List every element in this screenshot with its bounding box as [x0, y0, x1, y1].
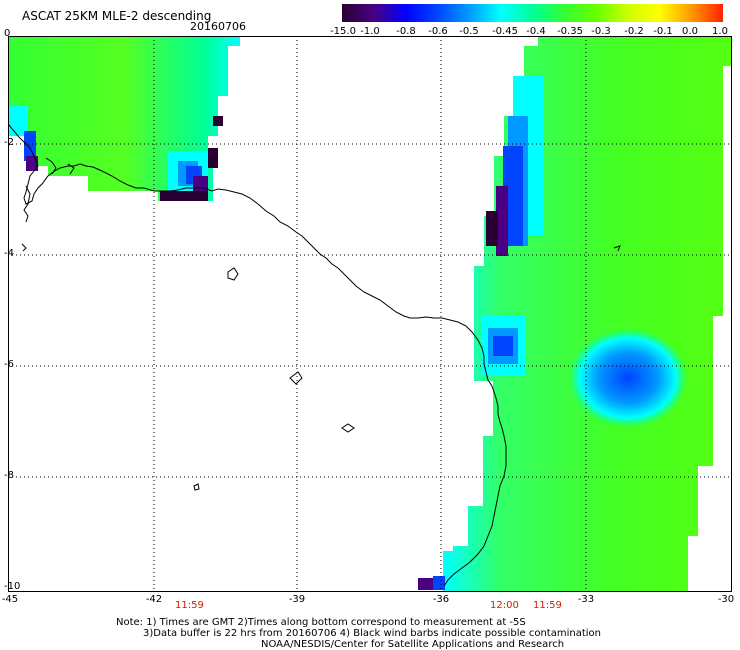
footer-note-3: NOAA/NESDIS/Center for Satellite Applica… — [261, 639, 565, 650]
y-tick-label: -4 — [4, 248, 14, 259]
colorbar-label: -0.6 — [428, 26, 448, 37]
map-date: 20160706 — [190, 20, 246, 33]
colorbar-label: -1.0 — [360, 26, 380, 37]
colorbar-label: -0.4 — [526, 26, 546, 37]
colorbar-label: 1.0 — [712, 26, 728, 37]
time-label-mid: 12:00 — [490, 600, 519, 611]
left-swath — [8, 36, 240, 201]
colorbar-label: -0.8 — [396, 26, 416, 37]
x-tick-label: -36 — [432, 594, 450, 605]
x-tick-label: -45 — [1, 594, 19, 605]
y-tick-label: -6 — [4, 359, 14, 370]
x-tick-label: -42 — [145, 594, 163, 605]
colorbar-label: 0.0 — [682, 26, 698, 37]
map-panel — [8, 36, 732, 592]
map-title: ASCAT 25KM MLE-2 descending — [22, 9, 212, 23]
x-tick-label: -30 — [717, 594, 735, 605]
time-label-right: 11:59 — [533, 600, 562, 611]
colorbar-label: -0.2 — [624, 26, 644, 37]
colorbar-label: -0.35 — [557, 26, 583, 37]
time-label-left: 11:59 — [175, 600, 204, 611]
colorbar-label: -15.0 — [330, 26, 356, 37]
y-tick-label: -10 — [4, 581, 21, 592]
lat-lon-grid — [8, 36, 732, 592]
y-tick-label: 0 — [4, 28, 11, 39]
footer-note-2: 3)Data buffer is 22 hrs from 20160706 4)… — [143, 628, 601, 639]
colorbar-label: -0.5 — [459, 26, 479, 37]
x-tick-label: -33 — [577, 594, 595, 605]
colorbar-label: -0.45 — [492, 26, 518, 37]
y-tick-label: -8 — [4, 470, 14, 481]
x-tick-label: -39 — [288, 594, 306, 605]
footer-note-1: Note: 1) Times are GMT 2)Times along bot… — [116, 617, 526, 628]
colorbar — [342, 4, 723, 22]
colorbar-label: -0.1 — [653, 26, 673, 37]
y-tick-label: -2 — [4, 137, 14, 148]
map-frame-border — [8, 36, 732, 592]
colorbar-label: -0.3 — [591, 26, 611, 37]
coastline — [8, 123, 621, 587]
right-swath — [418, 36, 732, 592]
